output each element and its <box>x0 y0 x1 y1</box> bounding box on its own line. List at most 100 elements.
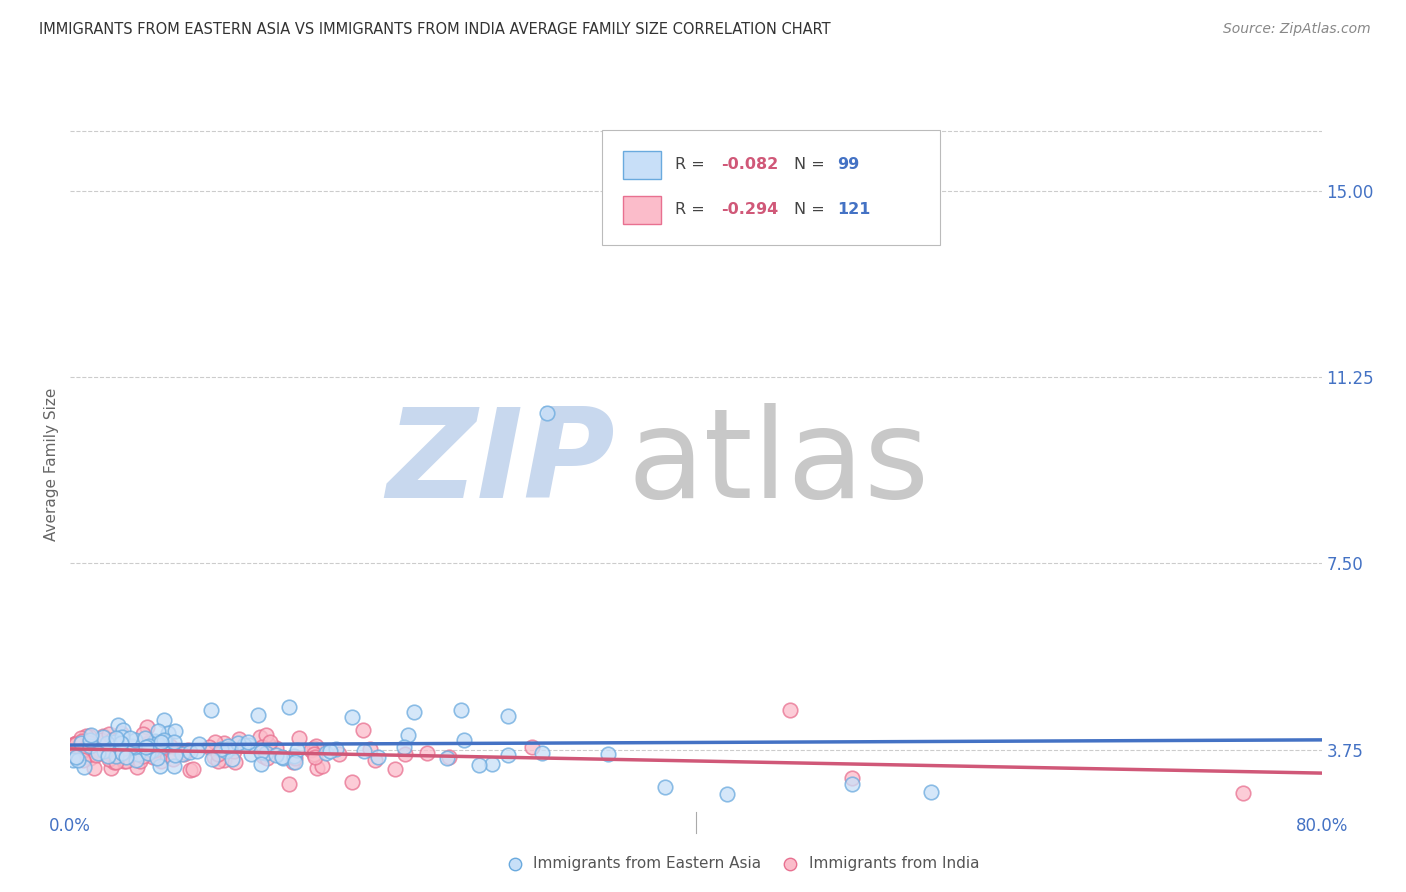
Point <box>125 753 148 767</box>
Point <box>124 732 146 747</box>
Point <box>254 746 277 760</box>
Point <box>62 748 84 763</box>
Point <box>221 752 243 766</box>
Point <box>224 755 246 769</box>
Text: R =: R = <box>675 157 710 172</box>
Point <box>212 754 235 768</box>
Point <box>148 738 170 752</box>
Point <box>90 733 112 747</box>
FancyBboxPatch shape <box>602 130 941 244</box>
Point <box>498 748 520 763</box>
Point <box>65 736 87 750</box>
Point <box>148 736 170 750</box>
Point <box>146 734 169 748</box>
Point <box>136 736 159 750</box>
Point <box>128 754 150 768</box>
Point <box>226 736 249 750</box>
Point <box>141 742 163 756</box>
Point <box>127 747 149 762</box>
FancyBboxPatch shape <box>623 196 661 224</box>
Point <box>149 754 172 768</box>
Point <box>284 755 307 769</box>
Point <box>112 754 135 768</box>
Point <box>62 753 84 767</box>
Point <box>283 748 305 763</box>
Point <box>218 739 240 754</box>
Point <box>96 735 118 749</box>
Point <box>66 742 89 756</box>
Point <box>80 728 103 742</box>
Point <box>207 754 229 768</box>
Point <box>167 743 190 757</box>
Point <box>536 406 558 420</box>
Point <box>304 741 326 756</box>
Point <box>394 747 416 761</box>
Point <box>73 743 96 757</box>
Point <box>254 728 277 742</box>
Point <box>200 703 222 717</box>
Point <box>105 756 128 770</box>
Point <box>318 744 340 758</box>
Point <box>281 756 304 770</box>
Point <box>79 733 101 747</box>
Point <box>63 737 86 751</box>
Point <box>132 748 155 763</box>
Point <box>340 710 363 724</box>
Point <box>146 723 169 738</box>
Point <box>76 740 98 755</box>
Point <box>118 731 141 745</box>
Point <box>79 736 101 750</box>
Point <box>202 750 225 764</box>
Point <box>153 733 176 747</box>
Point <box>841 777 863 791</box>
Point <box>364 753 387 767</box>
Point <box>146 751 169 765</box>
Point <box>219 741 242 756</box>
Point <box>143 734 166 748</box>
Text: 99: 99 <box>838 157 859 172</box>
Point <box>201 752 224 766</box>
Point <box>83 761 105 775</box>
Point <box>89 743 111 757</box>
Point <box>162 752 184 766</box>
Point <box>285 742 308 756</box>
Point <box>107 718 129 732</box>
Point <box>247 707 270 722</box>
Point <box>91 730 114 744</box>
Point <box>86 747 108 762</box>
Point <box>238 738 260 752</box>
Point <box>91 730 114 744</box>
Text: 121: 121 <box>838 202 870 218</box>
Point <box>305 739 328 753</box>
Point <box>209 742 232 756</box>
Point <box>93 744 115 758</box>
Point <box>79 751 101 765</box>
Point <box>70 734 93 748</box>
Point <box>127 760 149 774</box>
Text: -0.294: -0.294 <box>721 202 779 218</box>
Point <box>124 740 146 755</box>
Point <box>157 725 180 739</box>
Point <box>103 747 125 761</box>
Point <box>110 726 132 740</box>
Point <box>65 741 87 756</box>
Point <box>73 759 96 773</box>
Point <box>228 731 250 746</box>
Point <box>77 748 100 763</box>
Point <box>437 750 460 764</box>
Point <box>498 709 520 723</box>
Point <box>111 742 134 756</box>
Point <box>352 723 374 737</box>
Point <box>69 731 91 745</box>
Point <box>340 775 363 789</box>
Point <box>392 739 415 754</box>
Point <box>716 787 738 801</box>
Point <box>266 747 288 762</box>
Point <box>779 703 801 717</box>
Point <box>155 740 177 755</box>
Point <box>86 743 108 757</box>
Point <box>100 761 122 775</box>
Point <box>77 736 100 750</box>
Point <box>62 738 84 752</box>
Point <box>115 754 138 768</box>
